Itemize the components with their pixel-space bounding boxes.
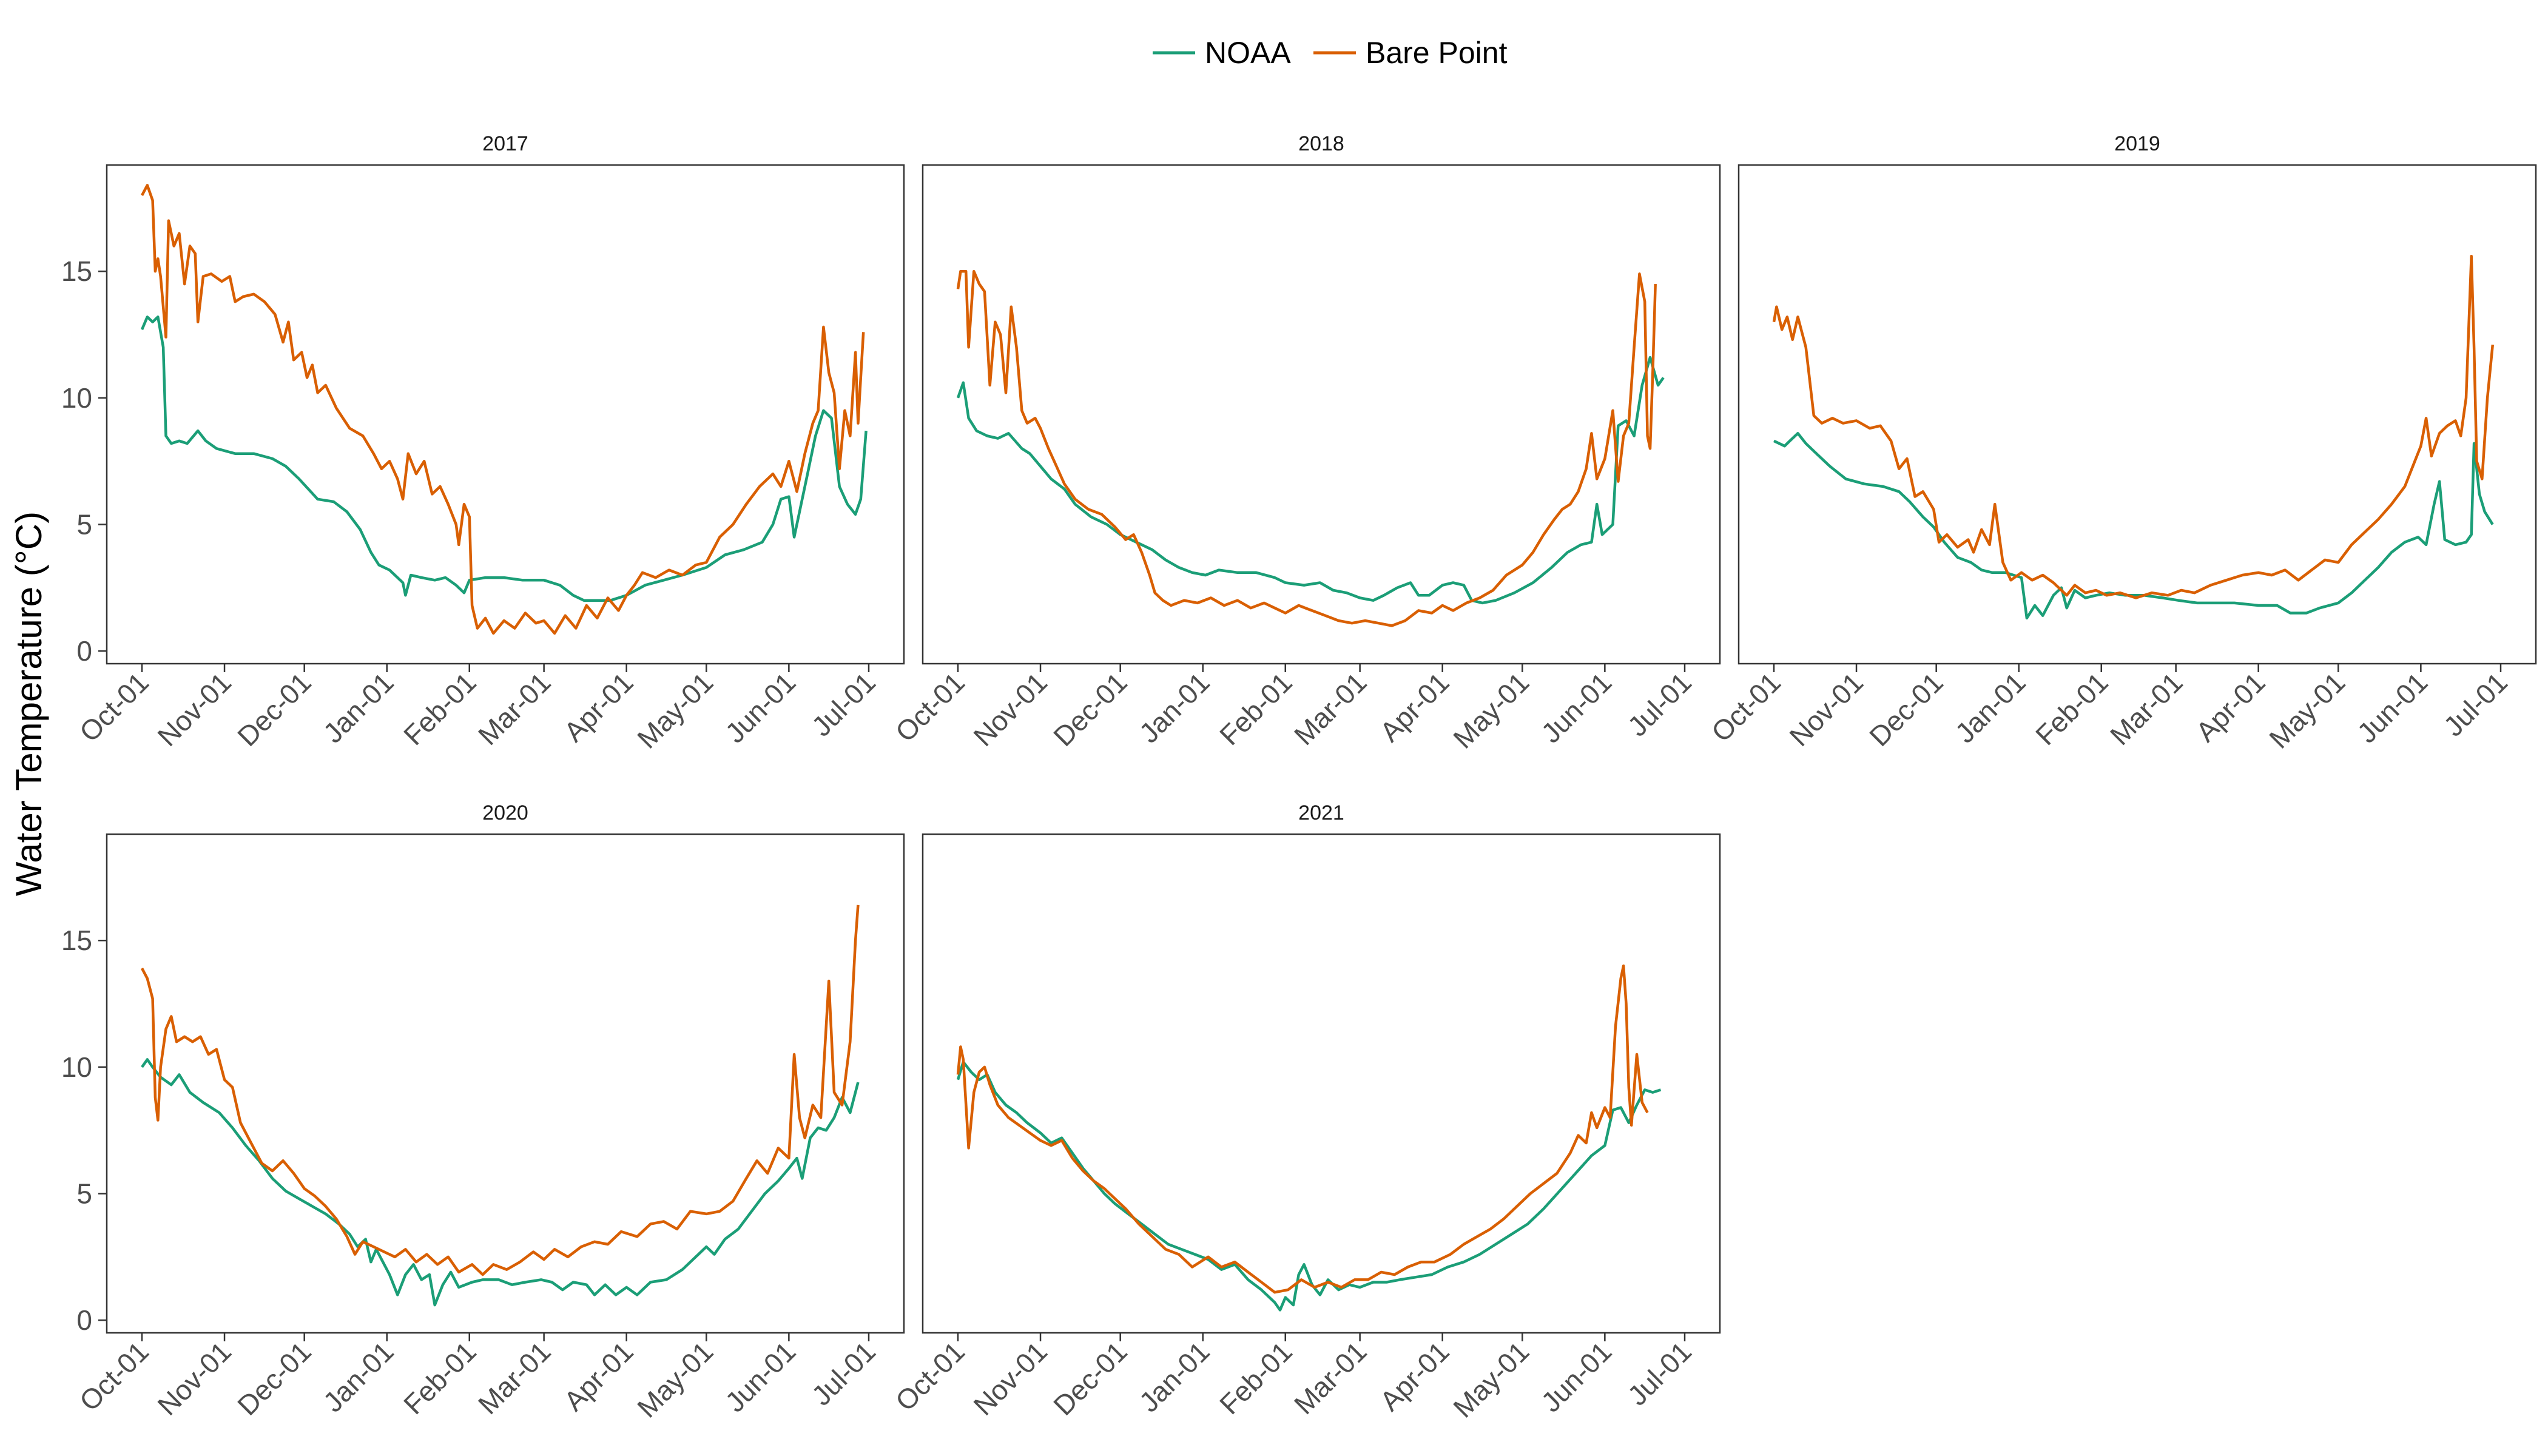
x-tick-label: Jul-01	[1622, 1335, 1697, 1411]
panel-border	[922, 164, 1721, 665]
panel-border	[1737, 164, 2537, 665]
panel-title: 2020	[482, 801, 528, 824]
x-tick-label: Apr-01	[558, 666, 639, 747]
x-tick-label: Apr-01	[2189, 666, 2271, 747]
x-tick-label: Oct-01	[1705, 666, 1787, 747]
x-tick-label: Mar-01	[1288, 666, 1373, 751]
panel-border	[106, 833, 905, 1334]
series-line-noaa	[1773, 432, 2494, 620]
x-tick-label: Mar-01	[472, 1335, 557, 1420]
x-tick-label: Jul-01	[806, 1335, 881, 1411]
x-tick-label: Dec-01	[1047, 1335, 1133, 1421]
panel-title: 2018	[1298, 132, 1344, 155]
y-tick-label: 10	[61, 382, 92, 414]
x-tick-label: Oct-01	[73, 666, 155, 747]
series-line-noaa	[141, 1058, 860, 1307]
x-tick-label: Feb-01	[2029, 666, 2114, 751]
legend: NOAA Bare Point	[1153, 36, 1508, 70]
x-tick-label: Apr-01	[558, 1335, 639, 1417]
x-tick-label: Jul-01	[1622, 666, 1697, 742]
x-tick-label: Jun-01	[719, 1335, 801, 1418]
legend-label-0: NOAA	[1205, 36, 1291, 70]
x-tick-label: Jun-01	[1535, 1335, 1617, 1418]
x-tick-label: Jul-01	[806, 666, 881, 742]
x-tick-label: Oct-01	[889, 1335, 971, 1417]
x-tick-label: Mar-01	[2104, 666, 2189, 751]
x-tick-label: Dec-01	[1863, 666, 1949, 752]
x-tick-label: Jan-01	[317, 666, 400, 749]
series-line-bare-point	[956, 964, 1649, 1294]
series-line-bare-point	[956, 269, 1657, 627]
y-tick-label: 0	[76, 635, 92, 667]
y-tick-label: 10	[61, 1051, 92, 1083]
series-line-bare-point	[1772, 254, 2495, 599]
x-tick-label: Jul-01	[2438, 666, 2513, 742]
y-tick-label: 5	[76, 509, 92, 541]
x-tick-label: Jun-01	[2351, 666, 2433, 749]
y-axis-label: Water Temperature (°C)	[8, 511, 49, 896]
x-tick-label: May-01	[631, 1335, 719, 1423]
x-tick-label: Oct-01	[889, 666, 971, 747]
x-tick-label: Apr-01	[1373, 666, 1455, 747]
series-line-noaa	[140, 315, 868, 602]
x-tick-label: Nov-01	[151, 1335, 237, 1421]
x-tick-label: Mar-01	[472, 666, 557, 751]
series-line-bare-point	[141, 905, 860, 1276]
x-tick-label: Dec-01	[231, 666, 317, 752]
x-tick-label: Jun-01	[719, 666, 801, 749]
panel-title: 2021	[1298, 801, 1344, 824]
panel-border	[922, 833, 1721, 1334]
x-tick-label: Apr-01	[1373, 1335, 1455, 1417]
panel-title: 2019	[2114, 132, 2160, 155]
x-tick-label: Feb-01	[1213, 666, 1298, 751]
x-tick-label: Oct-01	[73, 1335, 155, 1417]
x-tick-label: May-01	[1447, 666, 1535, 754]
x-tick-label: May-01	[1447, 1335, 1535, 1423]
x-tick-label: May-01	[631, 666, 719, 754]
x-tick-label: Jan-01	[1133, 666, 1216, 749]
x-tick-label: Jan-01	[1133, 1335, 1216, 1418]
x-tick-label: Nov-01	[151, 666, 237, 752]
series-line-noaa	[956, 356, 1665, 605]
series-line-noaa	[956, 1060, 1662, 1312]
y-tick-label: 5	[76, 1178, 92, 1210]
y-tick-label: 15	[61, 255, 92, 287]
x-tick-label: Nov-01	[1783, 666, 1869, 752]
legend-label-1: Bare Point	[1366, 36, 1508, 70]
x-tick-label: Nov-01	[967, 666, 1053, 752]
x-tick-label: Mar-01	[1288, 1335, 1373, 1420]
x-tick-label: Jan-01	[317, 1335, 400, 1418]
x-tick-label: Feb-01	[397, 1335, 482, 1420]
x-tick-label: Feb-01	[1213, 1335, 1298, 1420]
x-tick-label: Nov-01	[967, 1335, 1053, 1421]
panel-title: 2017	[482, 132, 528, 155]
panel-border	[106, 164, 905, 665]
x-tick-label: Dec-01	[1047, 666, 1133, 752]
x-tick-label: Dec-01	[231, 1335, 317, 1421]
x-tick-label: Jan-01	[1949, 666, 2032, 749]
x-tick-label: May-01	[2263, 666, 2351, 754]
series-line-bare-point	[141, 184, 865, 635]
y-tick-label: 15	[61, 925, 92, 956]
y-tick-label: 0	[76, 1304, 92, 1336]
x-tick-label: Feb-01	[397, 666, 482, 751]
x-tick-label: Jun-01	[1535, 666, 1617, 749]
